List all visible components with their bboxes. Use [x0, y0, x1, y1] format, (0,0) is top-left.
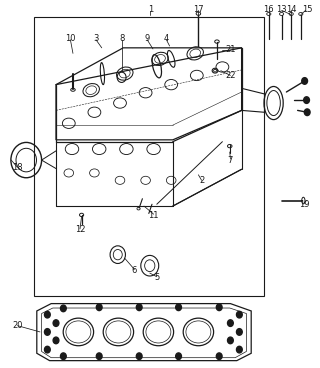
Circle shape	[44, 311, 50, 318]
Circle shape	[236, 346, 242, 353]
Circle shape	[304, 109, 310, 116]
Text: 16: 16	[263, 5, 274, 14]
Text: 14: 14	[286, 5, 296, 14]
Text: 8: 8	[119, 34, 124, 43]
Text: 7: 7	[228, 156, 233, 164]
Text: 4: 4	[164, 34, 169, 43]
Circle shape	[96, 304, 102, 311]
Circle shape	[228, 337, 233, 344]
Text: 13: 13	[276, 5, 287, 14]
Text: 6: 6	[132, 266, 137, 275]
Bar	[34, 17, 264, 296]
Circle shape	[136, 304, 142, 311]
Text: 12: 12	[75, 226, 85, 234]
Text: 1: 1	[148, 5, 153, 14]
Circle shape	[44, 346, 50, 353]
Text: 10: 10	[65, 34, 76, 43]
Text: 15: 15	[302, 5, 312, 14]
Text: 5: 5	[154, 273, 159, 282]
Circle shape	[176, 353, 181, 360]
Text: 9: 9	[145, 34, 150, 43]
Circle shape	[60, 305, 66, 312]
Circle shape	[96, 353, 102, 360]
Text: 19: 19	[299, 200, 309, 209]
Text: 18: 18	[12, 163, 23, 172]
Circle shape	[236, 329, 242, 335]
Text: 2: 2	[199, 176, 204, 185]
Text: 11: 11	[148, 211, 159, 220]
Circle shape	[236, 311, 242, 318]
Circle shape	[216, 304, 222, 311]
Circle shape	[304, 97, 309, 103]
Text: 3: 3	[93, 34, 99, 43]
Text: 21: 21	[225, 45, 236, 54]
Circle shape	[44, 329, 50, 335]
Circle shape	[216, 353, 222, 360]
Text: 17: 17	[193, 5, 204, 14]
Circle shape	[176, 304, 181, 311]
Circle shape	[53, 320, 59, 326]
Circle shape	[60, 353, 66, 360]
Circle shape	[228, 320, 233, 326]
Circle shape	[53, 337, 59, 344]
Circle shape	[136, 353, 142, 360]
Text: 22: 22	[225, 71, 236, 80]
Circle shape	[302, 78, 308, 84]
Text: 20: 20	[12, 321, 23, 330]
